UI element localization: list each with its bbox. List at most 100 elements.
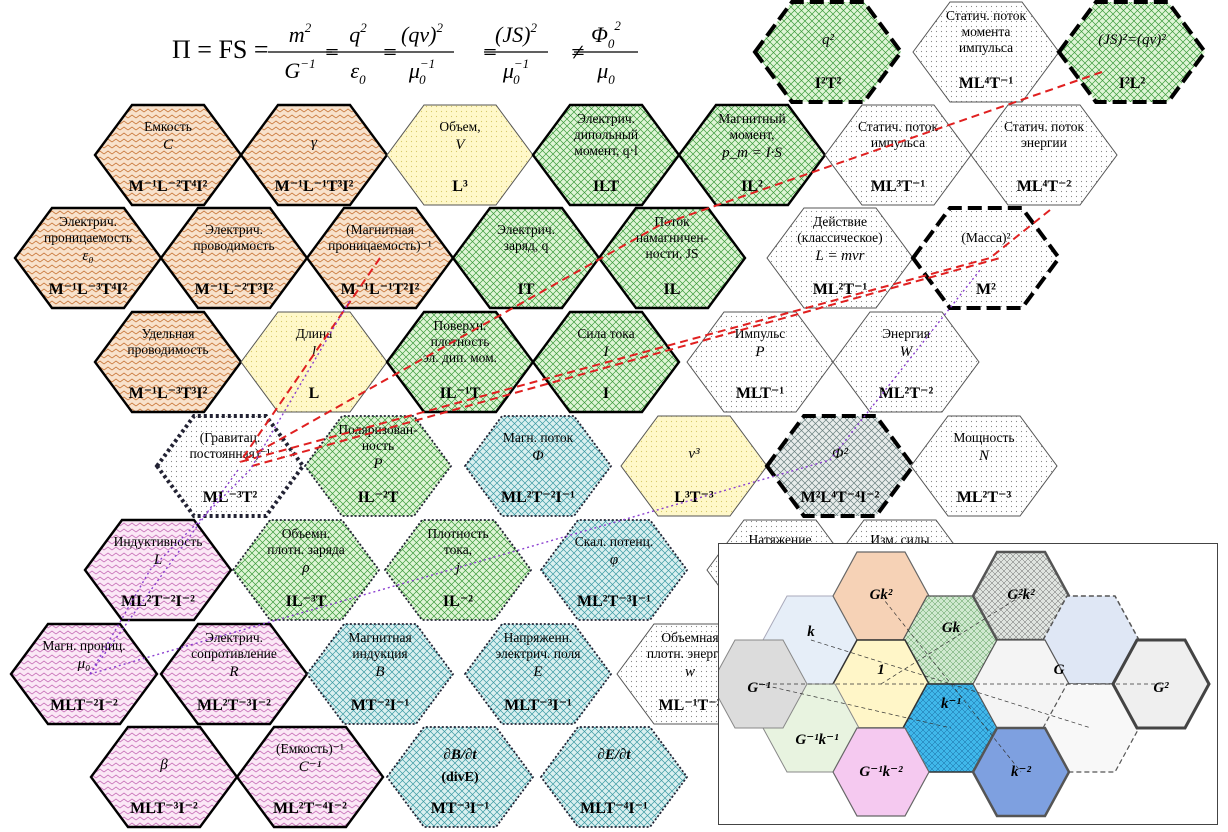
hex-symbol: W [900,344,914,360]
hex-length: Длина l L [240,311,388,413]
inset-label: G⁻¹k⁻² [859,764,903,780]
hex-label-line: постоянная)⁻¹ [189,446,270,461]
hex-dimension: MT⁻²I⁻¹ [351,697,410,714]
hex-dimension: MLT⁻³I⁻² [130,800,198,817]
hex-scalar-potential: Скал. потенц. φ ML²T⁻³I⁻¹ [539,519,689,621]
hex-label-line: ности, JS [646,246,699,261]
hex-symbol: l [312,344,316,360]
hex-label-line: импульса [959,40,1013,55]
hex-label-line: (Масса)² [961,230,1010,245]
hex-dimension: ML²T⁻⁴I⁻² [273,800,347,817]
inset-label: G²k² [1007,587,1035,603]
hex-label-line: сопротивление [191,646,277,661]
hex-inverse-capacitance: (Емкость)⁻¹ C⁻¹ ML²T⁻⁴I⁻² [235,725,385,829]
hex-magnetic-flux: Магн. поток Φ ML²T⁻²I⁻¹ [463,415,613,517]
hex-dimension: ML²T⁻² [879,385,934,402]
hex-label-line: Статич. поток [946,8,1026,23]
hex-label-line: Электрич. [577,111,635,126]
hex-electric-charge: Электрич.заряд, q IT [451,206,601,310]
hex-capacitance: Емкость C M⁻¹L⁻²T⁴I² [93,103,243,207]
hex-dimension: M⁻¹L⁻¹T³I² [275,178,354,195]
hex-label-line: проницаемость [44,230,132,245]
hex-label-line: плотн. энергии [647,646,733,661]
svg-text:(qv)2: (qv)2 [401,20,443,47]
hex-dimension: ML²T⁻²I⁻² [121,593,195,610]
hex-symbol: w [685,664,695,680]
inset-coefficient-diagram: k Gk² Gk G²k² 1 G G⁻¹ G² k⁻¹ G⁻¹k⁻¹ G⁻¹k⁻² k⁻² [718,543,1218,825]
inset-line [758,683,952,729]
hex-symbol: v³ [688,446,700,462]
hex-js-squared: (JS)²=(qv)² I²L² [1056,0,1208,104]
hex-layer: Емкость C M⁻¹L⁻²T⁴I² γ M⁻¹L⁻¹T³I² Объем, V L³ Эл… [9,0,1208,829]
hex-dimension: I [603,385,609,402]
purple-relation-line [89,469,239,675]
hex-symbol: P [372,456,382,472]
hex-symbol: L [153,552,162,568]
hex-label-line: Емкость [144,119,192,134]
hex-dimension: MLT⁻³I⁻¹ [504,697,572,714]
hex-charge-squared: q² I²T² [752,0,904,104]
hex-label-line: намагничен- [636,230,709,245]
hex-label-line: (Емкость)⁻¹ [276,741,344,756]
hex-symbol: L = mvr [814,248,864,264]
hex-symbol: C [163,137,174,153]
hex-label-line: проницаемость)⁻¹ [328,238,432,253]
hex-momentum: Импульс P MLT⁻¹ [686,311,834,413]
formula-operator: = [483,40,497,66]
hex-symbol: R [228,664,238,680]
hex-label-line: электрич. поля [496,646,581,661]
svg-text:(JS)2: (JS)2 [495,20,537,47]
hex-symbol: γ [311,135,318,151]
hex-label-line: Поляризован- [338,422,418,437]
inset-label: k [807,624,815,640]
hex-label-line: плотн. заряда [267,542,345,557]
inset-label: G⁻¹k⁻¹ [795,732,838,748]
hex-symbol: ∂E/∂t [597,747,631,763]
hex-label-line: Напряженн. [504,630,573,645]
hex-symbol: Φ² [832,446,848,462]
hex-label-line: Объем, [439,119,480,134]
hex-dimension: ML⁴T⁻¹ [959,75,1014,92]
inset-label: G [1054,662,1065,678]
hex-dimension: MLT⁻²I⁻² [50,697,118,714]
hex-dimension: ML⁻³T² [203,489,258,506]
hex-label-line: Плотность [427,526,488,541]
inset-label: Gk [942,620,961,636]
hex-dimension: ML²T⁻³ [957,489,1012,506]
hex-label-line: плотность [431,334,490,349]
hex-dimension: M⁻¹L⁻²T³I² [195,281,274,298]
hex-label-line: проводимость [127,342,208,357]
hex-flux-squared: Φ² M²L⁴T⁻⁴I⁻² [764,414,916,518]
hex-dimension: L³ [452,178,468,195]
formula-operator: ≠ [571,40,584,66]
hex-dimension: IT [518,281,535,298]
hex-symbol: ε₀ [82,248,93,264]
inset-line [880,595,1022,773]
inset-label: k⁻² [1011,764,1031,780]
hex-dimension: I²L² [1119,75,1146,92]
hex-dimension: ML²T⁻¹ [813,281,868,298]
inset-label: k⁻¹ [941,696,961,712]
hex-symbol: I [603,344,610,360]
hex-label-line: Объемная [661,630,718,645]
hex-velocity-cubed: v³ L³T⁻³ [620,415,768,517]
formula-operator: = [383,40,397,66]
hex-dimension: L [309,385,320,402]
hex-dimension: I²T² [815,75,842,92]
hex-label-line: Электрич. [497,222,555,237]
hex-power: Мощность N ML²T⁻³ [910,415,1058,517]
hex-inverse-gravitational-constant: (Гравитац.постоянная)⁻¹ ML⁻³T² [154,414,306,518]
inset-label: Gk² [870,587,893,603]
hex-label-line: Статич. поток [1004,119,1084,134]
hex-label-line: Скал. потенц. [575,534,653,549]
hex-dimension: ML³T⁻¹ [871,178,926,195]
hex-energy: Энергия W ML²T⁻² [832,311,980,413]
hex-label-line: (классическое) [797,230,882,245]
hex-symbol: (JS)²=(qv)² [1098,32,1166,48]
